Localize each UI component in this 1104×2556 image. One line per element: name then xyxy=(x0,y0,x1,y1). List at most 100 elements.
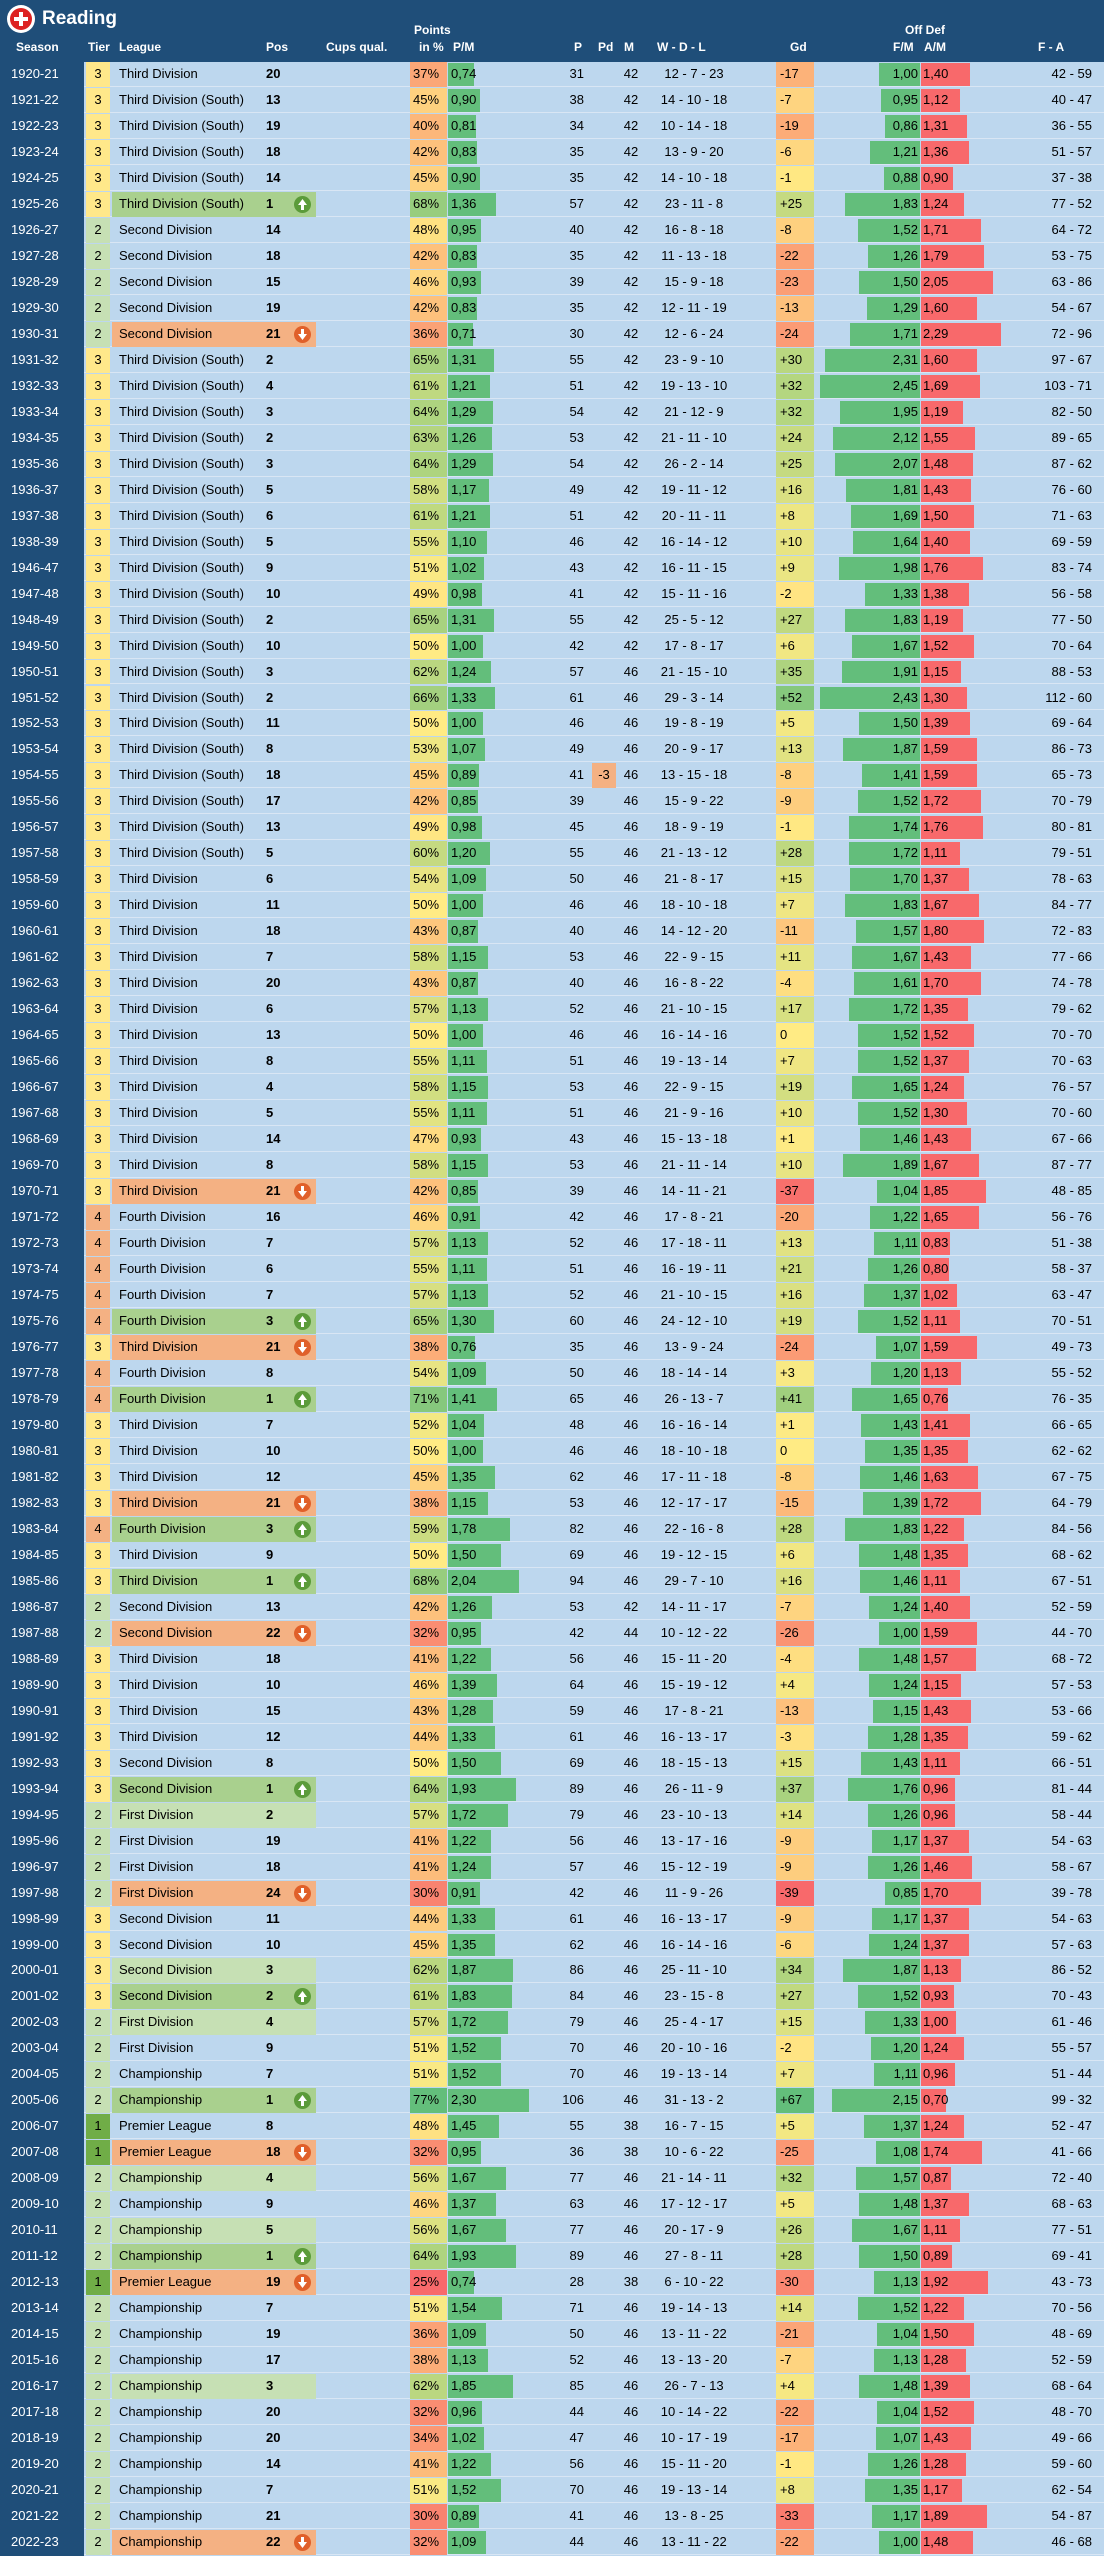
wdl: 19 - 8 - 19 xyxy=(664,715,724,731)
wdl: 14 - 10 - 18 xyxy=(660,169,728,185)
tier: 1 xyxy=(86,2114,110,2140)
am-bar xyxy=(921,712,970,736)
season: 1999-00 xyxy=(11,1936,59,1952)
season: 2000-01 xyxy=(11,1962,59,1978)
fm: 1,50 xyxy=(892,715,918,731)
fm-bar xyxy=(864,2479,920,2503)
wdl: 24 - 12 - 10 xyxy=(660,1313,728,1328)
wdl: 21 - 8 - 17 xyxy=(664,871,724,887)
fm: 1,71 xyxy=(892,325,918,341)
league: Premier League xyxy=(119,2118,212,2134)
am-bar xyxy=(921,582,970,606)
am: 1,24 xyxy=(923,2118,949,2134)
league: Championship xyxy=(119,2508,203,2524)
goals: 63 - 86 xyxy=(1051,273,1092,289)
matches: 46 xyxy=(623,1650,639,1666)
goals: 56 - 76 xyxy=(1051,1209,1092,1225)
am: 0,90 xyxy=(923,169,949,185)
matches: 42 xyxy=(623,273,639,289)
matches: 46 xyxy=(623,1936,639,1952)
move-icon xyxy=(294,1494,311,1512)
goal-diff: -13 xyxy=(776,295,814,321)
position: 3 xyxy=(266,663,274,679)
am-bar xyxy=(921,2063,955,2087)
points-pct: 50% xyxy=(410,1750,447,1776)
fm: 1,72 xyxy=(892,1001,918,1017)
tier: 4 xyxy=(86,1231,110,1257)
position: 17 xyxy=(266,793,281,809)
matches: 46 xyxy=(623,1910,639,1926)
pm-bar xyxy=(448,816,483,840)
position: 7 xyxy=(266,1235,274,1251)
league: Third Division xyxy=(119,1546,198,1562)
goals: 51 - 57 xyxy=(1051,143,1092,159)
season: 1973-74 xyxy=(11,1261,59,1277)
am-bar xyxy=(921,1933,969,1957)
column-header: F/M xyxy=(893,40,914,54)
pm-bar xyxy=(448,556,484,580)
matches: 46 xyxy=(623,2430,639,2446)
wdl: 25 - 11 - 10 xyxy=(661,1962,727,1978)
pm: 1,11 xyxy=(451,1053,476,1069)
goals: 49 - 73 xyxy=(1051,1338,1092,1354)
league: Third Division (South) xyxy=(119,351,244,367)
wdl: 19 - 13 - 14 xyxy=(660,2066,728,2082)
goal-diff: +13 xyxy=(776,1231,814,1257)
fm-bar xyxy=(819,374,920,398)
goals: 52 - 47 xyxy=(1051,2118,1092,2134)
wdl: 10 - 6 - 22 xyxy=(664,2144,724,2160)
league: Third Division xyxy=(112,1490,316,1516)
wdl: 14 - 11 - 17 xyxy=(661,1598,727,1614)
move-icon xyxy=(294,2144,311,2162)
am: 1,35 xyxy=(923,1442,949,1458)
played-points: 46 xyxy=(569,897,584,913)
pm-bar xyxy=(448,1699,493,1723)
points-pct: 42% xyxy=(410,295,447,321)
fm-bar xyxy=(861,1751,920,1775)
pm: 1,22 xyxy=(451,2456,477,2472)
fm: 1,65 xyxy=(892,1079,918,1095)
fm-bar xyxy=(844,1517,920,1541)
am-bar xyxy=(921,400,963,424)
fm: 1,64 xyxy=(892,533,918,549)
points-pct: 45% xyxy=(410,1464,447,1490)
position: 10 xyxy=(266,585,281,601)
played-points: 52 xyxy=(569,1235,584,1251)
matches: 46 xyxy=(623,2482,639,2498)
pm: 0,91 xyxy=(451,1884,477,1900)
goals: 84 - 56 xyxy=(1051,1520,1092,1536)
pm: 1,36 xyxy=(451,195,477,211)
played-points: 39 xyxy=(569,793,584,809)
am: 1,39 xyxy=(923,715,949,731)
position: 2 xyxy=(266,429,274,445)
wdl: 21 - 11 - 14 xyxy=(661,1157,727,1173)
pm: 1,22 xyxy=(451,1650,477,1666)
season: 2004-05 xyxy=(11,2066,59,2082)
am-bar xyxy=(921,1284,957,1307)
am: 1,43 xyxy=(923,1702,949,1718)
fm-bar xyxy=(877,1180,920,1204)
goal-diff: -37 xyxy=(776,1179,814,1205)
wdl: 15 - 13 - 18 xyxy=(660,1131,728,1147)
points-pct: 32% xyxy=(410,2140,447,2166)
am-bar xyxy=(921,1777,955,1801)
position: 19 xyxy=(266,117,281,133)
points-pct: 38% xyxy=(410,1334,447,1360)
tier: 3 xyxy=(86,685,110,711)
matches: 46 xyxy=(623,1027,639,1043)
season: 1931-32 xyxy=(11,351,59,367)
am-bar xyxy=(921,1829,969,1853)
points-pct: 49% xyxy=(410,815,447,841)
league: Championship xyxy=(112,2530,316,2555)
fm-bar xyxy=(876,2427,920,2451)
goals: 64 - 79 xyxy=(1051,1494,1092,1510)
points-pct: 45% xyxy=(410,165,447,191)
title: Reading xyxy=(42,8,117,29)
goal-diff: +24 xyxy=(776,425,814,451)
league: Third Division (South) xyxy=(119,403,244,419)
matches: 42 xyxy=(623,611,639,627)
season: 1950-51 xyxy=(11,663,59,679)
am-bar xyxy=(921,2011,956,2035)
pm: 1,85 xyxy=(451,2378,477,2394)
season: 1974-75 xyxy=(11,1287,59,1303)
